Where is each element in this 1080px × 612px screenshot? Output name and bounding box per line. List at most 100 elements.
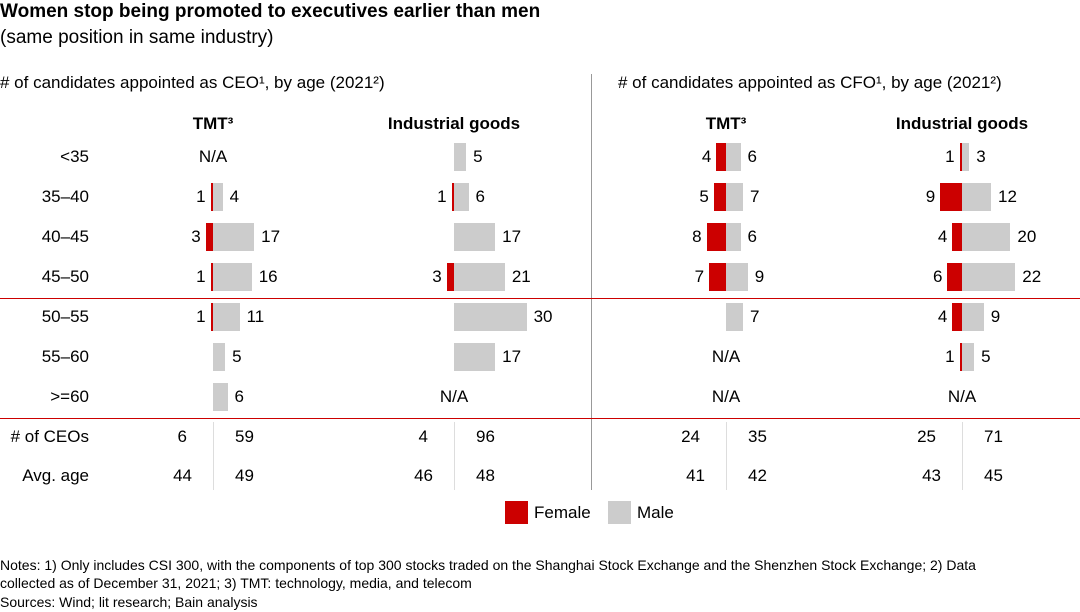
na-label: N/A	[711, 347, 741, 366]
male-bar	[962, 183, 992, 211]
ceo-count-male: 71	[984, 427, 1003, 446]
female-value-label: 4	[701, 147, 712, 166]
avg-age-male: 48	[476, 466, 495, 485]
male-bar	[962, 343, 975, 371]
male-value-label: 6	[475, 187, 485, 206]
stats-separator	[454, 422, 455, 490]
legend-female-label: Female	[534, 503, 591, 522]
age-group-label: 50–55	[41, 307, 89, 326]
female-value-label: 9	[925, 187, 936, 206]
male-value-label: 6	[234, 387, 244, 406]
age-group-label: 35–40	[41, 187, 89, 206]
female-bar	[959, 143, 962, 171]
female-bar	[210, 183, 213, 211]
chart-subtitle: (same position in same industry)	[0, 27, 274, 48]
male-bar	[213, 343, 226, 371]
male-bar	[962, 223, 1011, 251]
male-value-label: 4	[229, 187, 240, 206]
female-bar	[952, 223, 962, 251]
female-value-label: 1	[196, 187, 206, 206]
male-bar	[726, 223, 741, 251]
male-value-label: 20	[1017, 227, 1037, 246]
male-bar	[454, 343, 496, 371]
male-bar	[962, 263, 1016, 291]
male-bar	[726, 303, 743, 331]
female-bar	[716, 143, 726, 171]
female-bar	[947, 263, 962, 291]
male-value-label: 17	[261, 227, 281, 246]
stats-separator	[726, 422, 727, 490]
male-bar	[454, 303, 527, 331]
ceo-count-female: 24	[681, 427, 700, 446]
female-value-label: 5	[699, 187, 709, 206]
avg-age-label: Avg. age	[22, 466, 89, 485]
male-bar	[726, 263, 748, 291]
na-label: N/A	[947, 387, 977, 406]
avg-age-female: 43	[922, 466, 941, 485]
na-label: N/A	[198, 147, 228, 166]
male-value-label: 16	[258, 267, 278, 286]
male-value-label: 5	[232, 347, 242, 366]
male-value-label: 6	[747, 147, 757, 166]
avg-age-female: 46	[414, 466, 433, 485]
stats-divider-line	[0, 418, 1080, 419]
male-bar	[213, 183, 223, 211]
female-value-label: 3	[191, 227, 201, 246]
ceo-count-female: 4	[418, 427, 428, 446]
female-bar	[706, 223, 726, 251]
na-label: N/A	[439, 387, 469, 406]
male-bar	[454, 223, 496, 251]
male-value-label: 9	[754, 267, 765, 286]
female-bar	[952, 303, 962, 331]
ceo-count-female: 6	[177, 427, 187, 446]
legend-male-swatch	[608, 501, 631, 524]
age-50-divider-line	[0, 298, 1080, 299]
female-bar	[205, 223, 213, 251]
ceo-count-male: 35	[748, 427, 767, 446]
female-value-label: 3	[432, 267, 442, 286]
group-header: TMT³	[192, 114, 234, 133]
female-value-label: 1	[945, 347, 955, 366]
group-header: Industrial goods	[387, 114, 521, 133]
na-label: N/A	[711, 387, 741, 406]
female-bar	[210, 263, 213, 291]
age-group-label: >=60	[50, 387, 89, 406]
male-bar	[726, 143, 741, 171]
female-value-label: 1	[945, 147, 955, 166]
group-header: TMT³	[705, 114, 747, 133]
avg-age-female: 41	[686, 466, 705, 485]
male-bar	[454, 263, 505, 291]
male-bar	[213, 223, 255, 251]
male-value-label: 11	[246, 307, 265, 326]
male-value-label: 3	[976, 147, 986, 166]
female-value-label: 1	[437, 187, 447, 206]
age-group-label: 45–50	[41, 267, 89, 286]
male-value-label: 7	[749, 307, 760, 326]
male-bar	[454, 143, 467, 171]
male-value-label: 9	[990, 307, 1001, 326]
chart-title: Women stop being promoted to executives …	[0, 1, 541, 22]
age-group-label: <35	[60, 147, 89, 166]
panel-divider	[591, 74, 592, 490]
male-bar	[962, 303, 984, 331]
avg-age-female: 44	[173, 466, 192, 485]
male-value-label: 22	[1022, 267, 1042, 286]
male-value-label: 5	[981, 347, 991, 366]
male-value-label: 12	[998, 187, 1017, 206]
female-value-label: 1	[196, 307, 206, 326]
age-group-label: 55–60	[41, 347, 89, 366]
female-bar	[940, 183, 962, 211]
ceo-count-label: # of CEOs	[10, 427, 89, 446]
female-value-label: 4	[937, 227, 948, 246]
ceo-count-female: 25	[917, 427, 936, 446]
ceo-count-male: 96	[476, 427, 495, 446]
ceo-section-title: # of candidates appointed as CEO¹, by ag…	[0, 73, 385, 92]
male-bar	[454, 183, 469, 211]
age-group-label: 40–45	[41, 227, 89, 246]
avg-age-male: 49	[235, 466, 254, 485]
sources-line: Sources: Wind; lit research; Bain analys…	[0, 594, 258, 610]
female-bar	[446, 263, 454, 291]
male-value-label: 17	[502, 227, 522, 246]
stats-separator	[213, 422, 214, 490]
stats-separator	[962, 422, 963, 490]
